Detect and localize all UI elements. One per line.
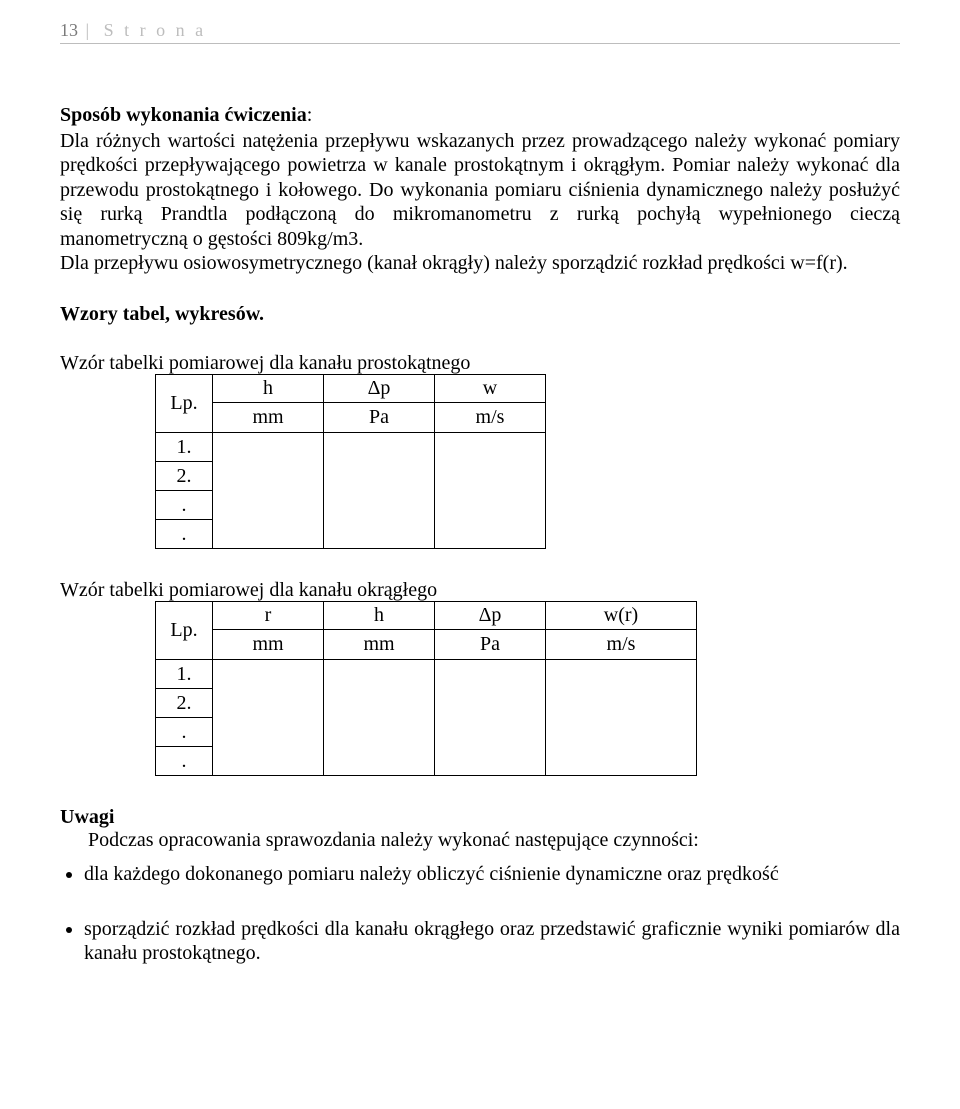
method-title: Sposób wykonania ćwiczenia:: [60, 104, 900, 127]
table2-caption: Wzór tabelki pomiarowej dla kanału okrąg…: [60, 579, 900, 601]
table2-cell-empty: [546, 660, 697, 776]
table1-cell-empty: [213, 433, 324, 549]
table1-col0-sym: h: [213, 375, 324, 403]
table2-lp-header: Lp.: [156, 602, 213, 660]
table1: Lp. h Δp w mm Pa m/s 1. 2. . .: [155, 374, 546, 549]
uwagi-list: dla każdego dokonanego pomiaru należy ob…: [60, 862, 900, 965]
table1-row2: .: [156, 491, 213, 520]
table2-col3-unit: m/s: [546, 630, 697, 660]
table2-col0-sym: r: [213, 602, 324, 630]
page-number: 13: [60, 20, 78, 40]
table1-row0: 1.: [156, 433, 213, 462]
table1-col1-unit: Pa: [324, 403, 435, 433]
method-body-1: Dla różnych wartości natężenia przepływu…: [60, 129, 900, 251]
table2-row2: .: [156, 718, 213, 747]
method-title-colon: :: [307, 104, 313, 126]
header-separator: |: [86, 20, 93, 40]
table1-col1-sym: Δp: [324, 375, 435, 403]
table2-cell-empty: [213, 660, 324, 776]
table1-col2-unit: m/s: [435, 403, 546, 433]
table2: Lp. r h Δp w(r) mm mm Pa m/s 1. 2. . .: [155, 601, 697, 776]
table1-col0-unit: mm: [213, 403, 324, 433]
table2-col3-sym: w(r): [546, 602, 697, 630]
table2-cell-empty: [324, 660, 435, 776]
table1-lp-header: Lp.: [156, 375, 213, 433]
table1-cell-empty: [324, 433, 435, 549]
table1-row1: 2.: [156, 462, 213, 491]
table2-col0-unit: mm: [213, 630, 324, 660]
uwagi-title: Uwagi: [60, 806, 900, 829]
table2-col2-sym: Δp: [435, 602, 546, 630]
table1-col2-sym: w: [435, 375, 546, 403]
page-header: 13 | S t r o n a: [60, 20, 900, 44]
table2-row3: .: [156, 747, 213, 776]
uwagi-item-0: dla każdego dokonanego pomiaru należy ob…: [84, 862, 900, 886]
uwagi-item-1: sporządzić rozkład prędkości dla kanału …: [84, 917, 900, 966]
table2-col2-unit: Pa: [435, 630, 546, 660]
method-title-text: Sposób wykonania ćwiczenia: [60, 104, 307, 126]
method-body-2: Dla przepływu osiowosymetrycznego (kanał…: [60, 251, 900, 275]
header-word: S t r o n a: [104, 20, 207, 40]
tables-section-title: Wzory tabel, wykresów.: [60, 303, 900, 326]
table1-caption: Wzór tabelki pomiarowej dla kanału prost…: [60, 352, 900, 374]
table1-row3: .: [156, 520, 213, 549]
table2-row1: 2.: [156, 689, 213, 718]
table2-row0: 1.: [156, 660, 213, 689]
table2-col1-sym: h: [324, 602, 435, 630]
table2-col1-unit: mm: [324, 630, 435, 660]
table1-cell-empty: [435, 433, 546, 549]
uwagi-intro: Podczas opracowania sprawozdania należy …: [60, 829, 900, 852]
table2-cell-empty: [435, 660, 546, 776]
